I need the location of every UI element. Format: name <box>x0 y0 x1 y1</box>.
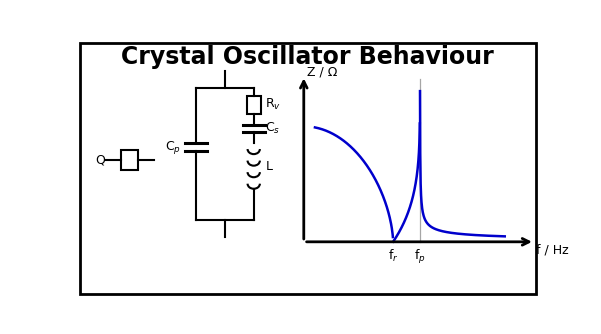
FancyBboxPatch shape <box>80 43 536 294</box>
Bar <box>121 150 138 170</box>
Text: f$_r$: f$_r$ <box>388 248 398 264</box>
Text: Crystal Oscillator Behaviour: Crystal Oscillator Behaviour <box>121 45 494 69</box>
Text: C$_s$: C$_s$ <box>265 121 281 136</box>
Bar <box>247 96 261 114</box>
Text: f / Hz: f / Hz <box>536 243 569 256</box>
Text: L: L <box>265 160 272 173</box>
Text: C$_p$: C$_p$ <box>165 139 180 156</box>
Text: Q: Q <box>95 154 105 167</box>
Text: f$_p$: f$_p$ <box>414 248 426 266</box>
Text: R$_v$: R$_v$ <box>265 97 281 112</box>
Text: Z / Ω: Z / Ω <box>307 66 337 79</box>
